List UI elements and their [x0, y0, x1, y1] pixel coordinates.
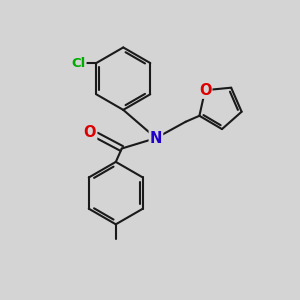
- Text: N: N: [150, 130, 162, 146]
- Text: O: O: [199, 83, 211, 98]
- Text: Cl: Cl: [71, 57, 85, 70]
- Text: O: O: [84, 125, 96, 140]
